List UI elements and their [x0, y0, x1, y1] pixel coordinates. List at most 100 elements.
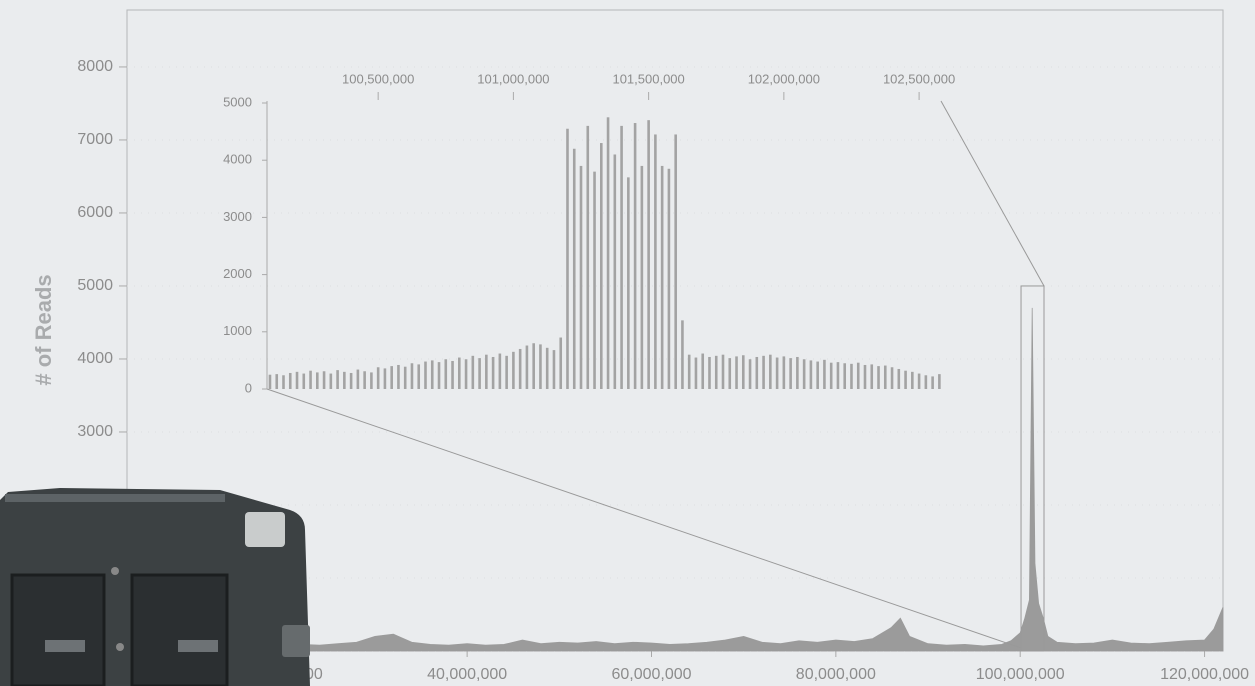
bar [789, 358, 792, 389]
bar [904, 370, 907, 389]
bar [403, 366, 407, 389]
bar [627, 177, 630, 389]
bar [288, 372, 292, 389]
y-tick-label: 2000 [223, 266, 252, 281]
x-tick-label: 100,500,000 [342, 71, 414, 86]
bar [870, 364, 874, 389]
bar [539, 344, 542, 389]
bar [505, 355, 508, 389]
x-tick-label: 120,000,000 [1160, 666, 1249, 683]
bar [586, 125, 590, 389]
bar [383, 368, 387, 389]
bar [816, 361, 819, 389]
bar [376, 367, 380, 389]
bar [897, 368, 901, 389]
bar [268, 374, 272, 389]
bar [316, 372, 319, 389]
bar [491, 356, 495, 389]
bar [430, 360, 434, 389]
bar [343, 371, 346, 389]
bar [931, 376, 934, 389]
bar [559, 337, 563, 389]
device-latch [245, 512, 285, 547]
x-tick-label: 60,000,000 [611, 666, 691, 683]
x-tick-label: 102,000,000 [748, 71, 820, 86]
bar [552, 350, 556, 389]
y-tick-label: 1000 [223, 323, 252, 338]
device-edge [5, 494, 225, 502]
bar [721, 354, 725, 389]
bar [390, 366, 393, 389]
bar [451, 360, 454, 389]
bar [545, 347, 549, 389]
bar [444, 359, 448, 389]
bar [437, 362, 441, 389]
bar [498, 353, 502, 389]
bar [917, 373, 921, 389]
y-tick-label: 4000 [77, 350, 113, 367]
x-tick-label: 102,500,000 [883, 71, 955, 86]
bar [295, 371, 299, 389]
bar [640, 165, 644, 389]
bar [478, 358, 481, 389]
x-tick-label: 80,000,000 [796, 666, 876, 683]
bar [674, 134, 677, 389]
bar [802, 359, 806, 389]
device-slot [130, 573, 229, 686]
y-tick-label: 5000 [223, 94, 252, 109]
zoom-connector [940, 100, 1045, 287]
bar [660, 165, 664, 389]
y-tick-label: 6000 [77, 204, 113, 221]
bar [708, 356, 711, 389]
bar [485, 354, 488, 389]
device-photo [0, 488, 310, 686]
bar [309, 370, 312, 389]
bar [322, 371, 326, 389]
bar [518, 348, 522, 389]
bar [417, 364, 421, 389]
bar [681, 320, 684, 389]
bar [525, 345, 529, 389]
device-screw [116, 643, 124, 651]
x-tick-label: 100,000,000 [976, 666, 1065, 683]
y-tick-label: 8000 [77, 58, 113, 75]
bar [356, 369, 360, 389]
device-clip [282, 625, 310, 657]
device-screw [111, 567, 119, 575]
bar [775, 357, 779, 389]
bar [748, 359, 752, 389]
bar [336, 370, 339, 389]
bar [836, 362, 840, 389]
bar [282, 375, 285, 389]
bar [302, 373, 306, 389]
bar [762, 355, 765, 389]
y-tick-label: 7000 [77, 131, 113, 148]
y-axis-label: # of Reads [31, 274, 56, 385]
bar [741, 355, 745, 389]
bar [728, 358, 732, 389]
bar [823, 359, 826, 389]
bar [687, 354, 691, 389]
x-tick-label: 101,500,000 [612, 71, 684, 86]
bar [363, 371, 366, 389]
bar [856, 362, 860, 389]
bar [796, 356, 799, 389]
bar [735, 356, 738, 389]
bar [599, 143, 603, 389]
bar [714, 355, 718, 389]
bar [769, 354, 772, 389]
y-tick-label: 5000 [77, 277, 113, 294]
bar [397, 364, 400, 389]
y-tick-label: 4000 [223, 152, 252, 167]
bar [532, 343, 535, 389]
bar [924, 375, 928, 389]
bar [471, 355, 475, 389]
bar [883, 365, 887, 389]
bar [877, 366, 880, 389]
bar [613, 154, 617, 389]
bar [512, 351, 515, 389]
bar [755, 356, 759, 389]
bar [620, 125, 623, 389]
bar [647, 120, 650, 389]
